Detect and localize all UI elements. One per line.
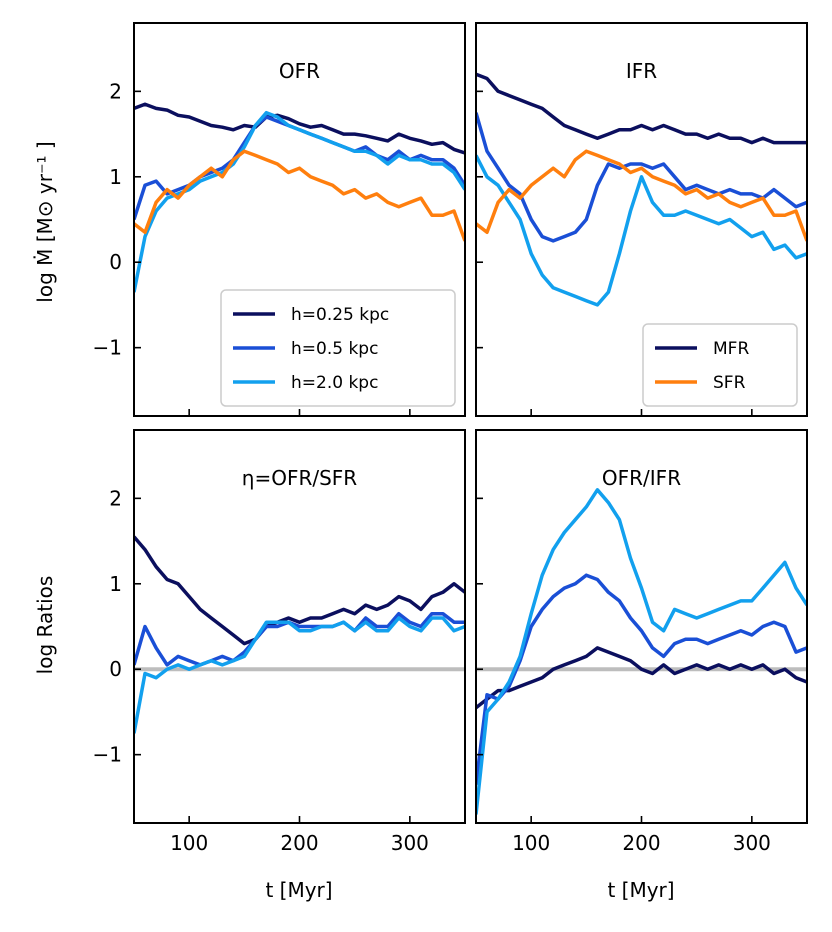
- panel-title: IFR: [626, 59, 657, 83]
- legend-label: h=0.5 kpc: [291, 339, 378, 359]
- series-line-sfr: [134, 149, 465, 242]
- x-tick-label: 100: [170, 831, 208, 855]
- panel-ofr-ifr-ratio: 100 200 300 OFR/IFR: [475, 429, 808, 855]
- series-line-h-2-0-kpc: [476, 488, 807, 815]
- series-line-h-0-5-kpc: [134, 611, 465, 667]
- panel-ifr: IFR MFR SFR: [475, 22, 808, 417]
- legend: [642, 323, 798, 407]
- series-line-h-0-25-kpc: [476, 646, 807, 710]
- x-tick-label: 300: [391, 831, 429, 855]
- series-line-h-2-0-kpc: [476, 154, 807, 307]
- x-axis-label-right: t [Myr]: [607, 878, 674, 902]
- x-tick-label: 200: [280, 831, 318, 855]
- y-tick-label: 0: [109, 250, 122, 274]
- series-line-h-2-0-kpc: [134, 110, 465, 293]
- y-axis-label-top: log Ṁ [M⊙ yr⁻¹ ]: [33, 141, 57, 302]
- legend-label: MFR: [713, 339, 749, 359]
- y-tick-label: 2: [109, 79, 122, 103]
- panel-title: OFR: [279, 59, 320, 83]
- y-tick-label: −1: [93, 743, 122, 767]
- x-tick-label: 300: [733, 831, 771, 855]
- y-axis-label-bottom: log Ratios: [33, 576, 57, 675]
- panel-title: η=OFR/SFR: [242, 466, 358, 490]
- panel-eta-ratio: −1 0 1 2 100 200 300 η=OFR/SFR: [93, 429, 466, 855]
- x-axis-label-left: t [Myr]: [265, 878, 332, 902]
- series-line-h-0-25-kpc: [134, 102, 465, 155]
- legend-label: SFR: [713, 373, 746, 393]
- legend-label: h=0.25 kpc: [291, 305, 389, 325]
- legend: [220, 289, 456, 407]
- series-line-h-0-25-kpc: [134, 535, 465, 646]
- series-line-h-2-0-kpc: [134, 616, 465, 734]
- x-tick-label: 100: [512, 831, 550, 855]
- legend-label: h=2.0 kpc: [291, 373, 378, 393]
- y-tick-label: 0: [109, 657, 122, 681]
- y-tick-label: 1: [109, 572, 122, 596]
- y-tick-label: 1: [109, 165, 122, 189]
- series-line-h-0-5-kpc: [476, 112, 807, 243]
- series-line-sfr: [476, 149, 807, 242]
- y-tick-label: −1: [93, 336, 122, 360]
- series-line-h-0-5-kpc: [476, 573, 807, 785]
- panel-ofr: −1 0 1 2 OFR h=0.25 kpc h=0.5 kpc h=2.0 kpc: [93, 22, 466, 417]
- x-tick-label: 200: [622, 831, 660, 855]
- series-line-mfr: [476, 72, 807, 145]
- panel-title: OFR/IFR: [602, 466, 681, 490]
- y-tick-label: 2: [109, 486, 122, 510]
